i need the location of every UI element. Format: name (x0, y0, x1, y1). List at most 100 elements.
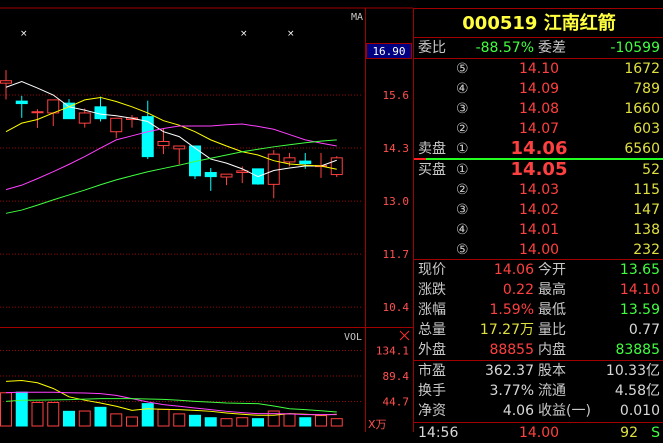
price-tick: 14.3 (383, 142, 410, 155)
kline-chart[interactable]: MA VOL X万 16.90 × × × 15.6 14.3 13.0 11.7 10.4… (0, 0, 413, 432)
volume-bar (141, 403, 154, 427)
candle-body (15, 100, 28, 105)
volume-bar (63, 410, 75, 427)
ask-price: 14.08 (518, 101, 560, 117)
bid-row[interactable]: 买盘 ① 14.05 52 (414, 160, 663, 180)
volume-bar (157, 408, 170, 427)
candle-body (0, 80, 12, 84)
tick-side: S (651, 425, 660, 441)
tick-vol: 92 (620, 425, 638, 441)
ma60-line (5, 139, 337, 214)
candle-body (110, 117, 123, 133)
stat-row: 净资 4.06 收益(一) 0.010 (414, 401, 663, 421)
candle-body (299, 160, 312, 165)
tick-row: 14:56 14.00 92 S (414, 423, 663, 443)
stat-label: 收益(一) (538, 403, 591, 419)
volume-bar (94, 406, 107, 427)
ask-row[interactable]: ③ 14.08 1660 (414, 99, 663, 119)
stat-row: 换手 3.77% 流通 4.58亿 (414, 381, 663, 401)
bid-row[interactable]: ② 14.03 115 (414, 180, 663, 200)
bid-price: 14.02 (518, 202, 560, 218)
stat-value: 14.10 (619, 282, 660, 298)
vol-ma5-line (5, 379, 337, 416)
level-number: ② (456, 182, 469, 198)
sell-label: 卖盘 (418, 141, 446, 157)
bid-row[interactable]: ⑤ 14.00 232 (414, 240, 663, 260)
ask-volume: 1660 (624, 101, 660, 117)
level-number: ① (456, 141, 469, 157)
bid-row[interactable]: ④ 14.01 138 (414, 220, 663, 240)
stat-row: 外盘 88855 内盘 83885 (414, 340, 663, 360)
volume-bar (330, 418, 343, 427)
vol-tick: 134.1 (376, 345, 409, 358)
vol-ma10-line (5, 391, 337, 416)
candle-body (63, 102, 75, 120)
stat-label: 现价 (418, 262, 446, 278)
ma-label: MA (351, 12, 363, 23)
stat-label: 量比 (538, 322, 566, 338)
bid-volume: 232 (633, 242, 660, 258)
current-marker: 16.90 (372, 45, 405, 58)
ask-price: 14.09 (518, 81, 560, 97)
stat-label: 净资 (418, 403, 446, 419)
volume-bar (15, 391, 28, 427)
stat-value: 88855 (489, 342, 534, 358)
stat-value: 1.59% (489, 302, 534, 318)
ask-row[interactable]: ② 14.07 603 (414, 119, 663, 139)
volume-bar (315, 415, 327, 427)
stat-value: 362.37 (485, 363, 534, 379)
candle-body (204, 172, 217, 178)
stat-label: 内盘 (538, 342, 566, 358)
candle-body (157, 141, 170, 147)
weibi-label: 委比 (418, 40, 446, 56)
close-vol-icon[interactable] (399, 330, 410, 341)
stat-label: 今开 (538, 262, 566, 278)
ask-row[interactable]: ④ 14.09 789 (414, 79, 663, 99)
bid-price: 14.01 (518, 222, 560, 238)
stat-row: 涨跌 0.22 最高 14.10 (414, 280, 663, 300)
stat-label: 最高 (538, 282, 566, 298)
stat-label: 外盘 (418, 342, 446, 358)
ask-price: 14.10 (518, 61, 560, 77)
price-tick: 10.4 (383, 301, 410, 314)
volume-bar (0, 392, 12, 427)
stat-value: 0.010 (619, 403, 660, 419)
quote-panel: 000519 江南红箭 委比 -88.57% 委差 -10599 ⑤ 14.10 1… (413, 8, 663, 441)
vol-ma20-line (5, 398, 337, 413)
stat-label: 总量 (418, 322, 446, 338)
ma20-line (5, 123, 337, 191)
ask-row[interactable]: ⑤ 14.10 1672 (414, 59, 663, 79)
stat-label: 股本 (538, 363, 566, 379)
ask-volume: 1672 (624, 61, 660, 77)
candle-body (78, 112, 91, 124)
bid-row[interactable]: ③ 14.02 147 (414, 200, 663, 220)
vol-unit: X万 (368, 418, 387, 431)
stat-value: 13.65 (619, 262, 660, 278)
bid-volume: 138 (633, 222, 660, 238)
ask-price: 14.07 (518, 121, 560, 137)
level-number: ⑤ (456, 61, 469, 77)
tick-price: 14.00 (518, 425, 560, 441)
level-number: ② (456, 121, 469, 137)
bid-price: 14.05 (510, 159, 568, 180)
bid-volume: 115 (633, 182, 660, 198)
ask-row[interactable]: 卖盘 ① 14.06 6560 (414, 139, 663, 159)
stat-row: 涨幅 1.59% 最低 13.59 (414, 300, 663, 320)
vol-label: VOL (344, 332, 362, 343)
level-number: ③ (456, 101, 469, 117)
bid-price: 14.03 (518, 182, 560, 198)
bid-volume: 147 (633, 202, 660, 218)
candle-body (283, 157, 296, 163)
stat-value: 0.77 (628, 322, 660, 338)
price-tick: 11.7 (383, 248, 410, 261)
bid-volume: 52 (642, 162, 660, 178)
stat-value: 4.06 (502, 403, 534, 419)
stat-value: 10.33亿 (605, 363, 660, 379)
candle-body (189, 145, 201, 177)
stat-value: 13.59 (619, 302, 660, 318)
stat-label: 涨跌 (418, 282, 446, 298)
stat-row: 现价 14.06 今开 13.65 (414, 260, 663, 280)
stat-value: 4.58亿 (614, 383, 660, 399)
weibi-value: -88.57% (475, 40, 534, 56)
bid-ask-ratio-green (426, 158, 663, 160)
